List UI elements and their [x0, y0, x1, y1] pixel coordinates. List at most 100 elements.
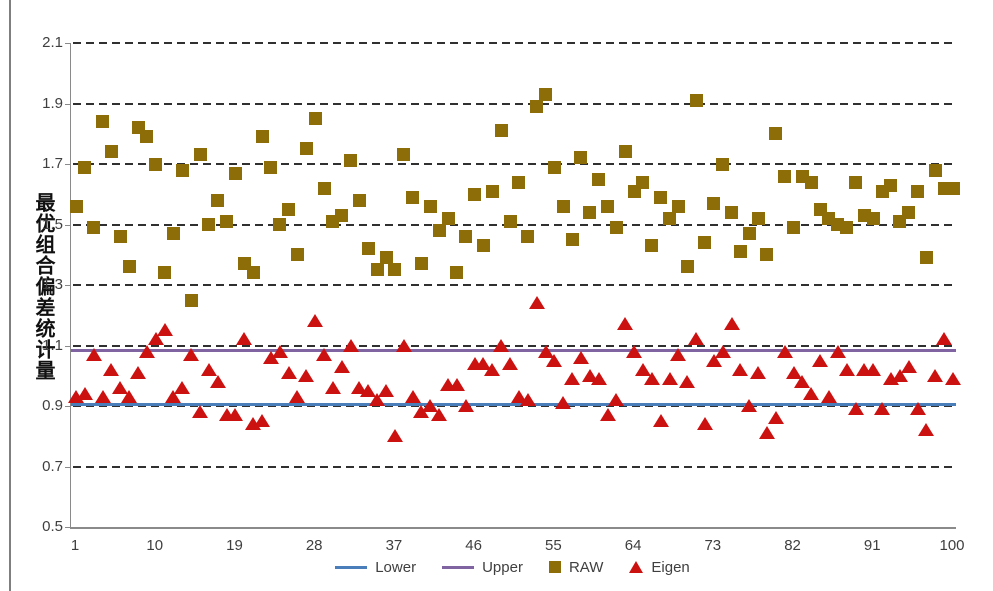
raw-marker: [485, 184, 499, 198]
eigen-marker: [661, 371, 678, 385]
y-tick-mark: [65, 103, 70, 105]
y-tick-mark: [65, 285, 70, 286]
x-tick-label: 37: [385, 537, 403, 554]
eigen-marker: [254, 414, 271, 428]
raw-marker: [609, 221, 623, 235]
eigen-marker: [94, 389, 111, 403]
raw-marker: [468, 187, 482, 201]
eigen-marker: [546, 353, 563, 367]
eigen-marker: [192, 405, 209, 419]
raw-marker: [778, 169, 792, 183]
eigen-marker: [138, 344, 155, 358]
eigen-marker: [918, 423, 935, 437]
eigen-marker: [723, 317, 740, 331]
raw-marker: [760, 248, 774, 262]
x-tick-label: 73: [704, 537, 722, 554]
raw-marker: [840, 221, 854, 235]
raw-marker: [946, 181, 960, 195]
raw-marker: [299, 142, 313, 156]
eigen-marker: [76, 386, 93, 400]
raw-marker: [78, 160, 92, 174]
y-tick-label: 1.1: [42, 336, 63, 354]
raw-marker: [228, 166, 242, 180]
raw-marker: [494, 124, 508, 138]
raw-marker: [849, 175, 863, 189]
eigen-marker: [590, 371, 607, 385]
raw-marker: [583, 205, 597, 219]
raw-marker: [884, 178, 898, 192]
x-tick-label: 64: [624, 537, 642, 554]
eigen-marker: [945, 371, 961, 385]
raw-marker: [787, 221, 801, 235]
eigen-marker: [829, 344, 846, 358]
eigen-marker: [103, 362, 120, 376]
y-tick-mark: [65, 406, 70, 407]
y-tick-label: 2.1: [42, 34, 63, 51]
raw-marker: [414, 257, 428, 271]
eigen-marker: [803, 386, 820, 400]
x-tick-label: 46: [465, 537, 482, 554]
raw-marker: [663, 211, 677, 225]
eigen-marker: [431, 408, 448, 422]
raw-marker: [158, 266, 172, 280]
raw-marker: [140, 130, 154, 144]
y-tick-label: 1.9: [42, 94, 63, 112]
raw-marker: [317, 181, 331, 195]
raw-marker: [866, 211, 880, 225]
raw-marker: [441, 211, 455, 225]
raw-marker: [397, 148, 411, 162]
raw-marker: [902, 205, 916, 219]
eigen-marker: [608, 392, 625, 406]
eigen-marker: [130, 365, 146, 379]
eigen-marker: [696, 417, 713, 431]
eigen-marker: [342, 338, 359, 352]
eigen-marker: [652, 414, 669, 428]
y-tick-mark: [65, 345, 70, 347]
eigen-marker: [820, 389, 837, 403]
eigen-marker: [679, 374, 696, 388]
y-tick-label: 1.3: [42, 276, 63, 293]
raw-marker: [87, 221, 101, 235]
raw-marker: [476, 239, 490, 253]
eigen-marker: [174, 380, 191, 394]
raw-marker: [388, 263, 402, 277]
gridline: [73, 284, 956, 286]
eigen-marker: [776, 344, 793, 358]
eigen-marker: [572, 350, 589, 364]
raw-marker: [928, 163, 942, 177]
eigen-marker: [386, 429, 403, 443]
eigen-marker: [688, 332, 705, 346]
eigen-marker: [528, 296, 545, 310]
raw-marker: [432, 224, 446, 238]
raw-marker: [911, 184, 925, 198]
eigen-marker: [395, 338, 412, 352]
eigen-marker: [643, 371, 660, 385]
gridline: [73, 344, 956, 347]
raw-marker: [104, 145, 118, 159]
raw-marker: [290, 248, 304, 262]
raw-marker: [733, 245, 747, 259]
legend-label-upper: Upper: [482, 558, 523, 576]
raw-marker: [742, 227, 756, 241]
raw-marker: [565, 233, 579, 247]
gridline: [73, 465, 956, 468]
eigen-marker: [298, 368, 315, 382]
eigen-marker: [564, 371, 581, 385]
raw-marker: [149, 157, 163, 171]
x-tick-label: 19: [226, 537, 243, 554]
y-tick-label: 0.7: [42, 457, 63, 475]
raw-marker: [370, 263, 384, 277]
plot-area: [68, 42, 961, 529]
gridline: [73, 405, 956, 407]
raw-marker: [592, 172, 606, 186]
y-axis-title: 最优组合偏差统计量: [32, 192, 54, 381]
eigen-marker: [280, 365, 297, 379]
eigen-marker: [200, 362, 217, 376]
eigen-marker: [271, 344, 288, 358]
eigen-marker: [847, 402, 864, 416]
raw-marker: [503, 214, 517, 228]
raw-marker: [671, 199, 685, 213]
eigen-marker: [741, 399, 758, 412]
raw-marker: [406, 190, 420, 204]
raw-marker: [202, 218, 216, 231]
